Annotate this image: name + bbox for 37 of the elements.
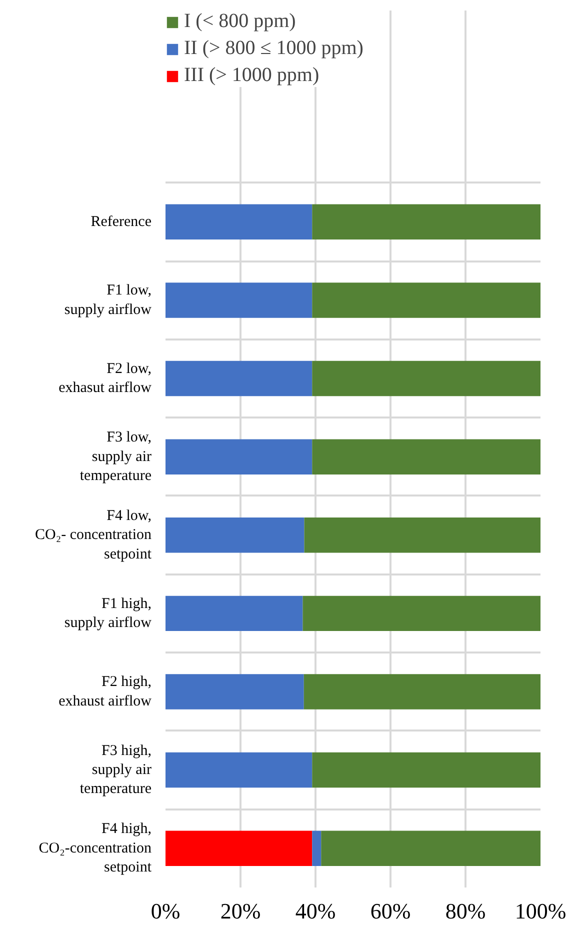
x-tick-label: 80% bbox=[445, 898, 486, 924]
bar bbox=[166, 674, 304, 710]
y-tick-label: Reference bbox=[90, 214, 152, 230]
x-tick-label: 60% bbox=[370, 898, 411, 924]
bar bbox=[312, 752, 540, 788]
bar bbox=[166, 204, 312, 240]
bar bbox=[166, 596, 303, 632]
bar bbox=[166, 439, 312, 474]
bar bbox=[166, 830, 312, 866]
bar bbox=[166, 752, 312, 788]
bar bbox=[312, 282, 540, 318]
bar bbox=[312, 360, 540, 396]
bar bbox=[304, 674, 540, 710]
legend-label: II (> 800 ≤ 1000 ppm) bbox=[184, 37, 364, 60]
bar bbox=[166, 360, 312, 396]
bar bbox=[321, 830, 540, 866]
y-tick-label: F2 low, exhasut airflow bbox=[58, 360, 152, 396]
y-tick-label: F4 low, CO₂- concentration setpoint bbox=[35, 508, 152, 562]
y-tick-label: F3 high, supply air temperature bbox=[80, 742, 152, 798]
bar bbox=[312, 204, 540, 240]
bar bbox=[166, 518, 304, 553]
y-tick-label: F3 low, supply air temperature bbox=[80, 430, 152, 484]
bar bbox=[302, 596, 540, 632]
x-tick-label: 20% bbox=[220, 898, 261, 924]
bar bbox=[312, 439, 540, 474]
bar bbox=[166, 282, 312, 318]
bar bbox=[312, 830, 322, 866]
legend-label: I (< 800 ppm) bbox=[184, 10, 296, 33]
bar bbox=[304, 518, 540, 553]
legend-label: III (> 1000 ppm) bbox=[184, 64, 320, 87]
y-tick-label: F2 high, exhaust airflow bbox=[58, 674, 152, 710]
y-tick-label: F4 high, CO₂-concentration setpoint bbox=[38, 821, 152, 876]
y-tick-label: F1 high, supply airflow bbox=[64, 596, 152, 632]
x-tick-label: 0% bbox=[150, 898, 180, 924]
x-tick-label: 40% bbox=[295, 898, 336, 924]
y-tick-label: F1 low, supply airflow bbox=[64, 282, 152, 318]
x-tick-label: 100% bbox=[514, 898, 566, 924]
